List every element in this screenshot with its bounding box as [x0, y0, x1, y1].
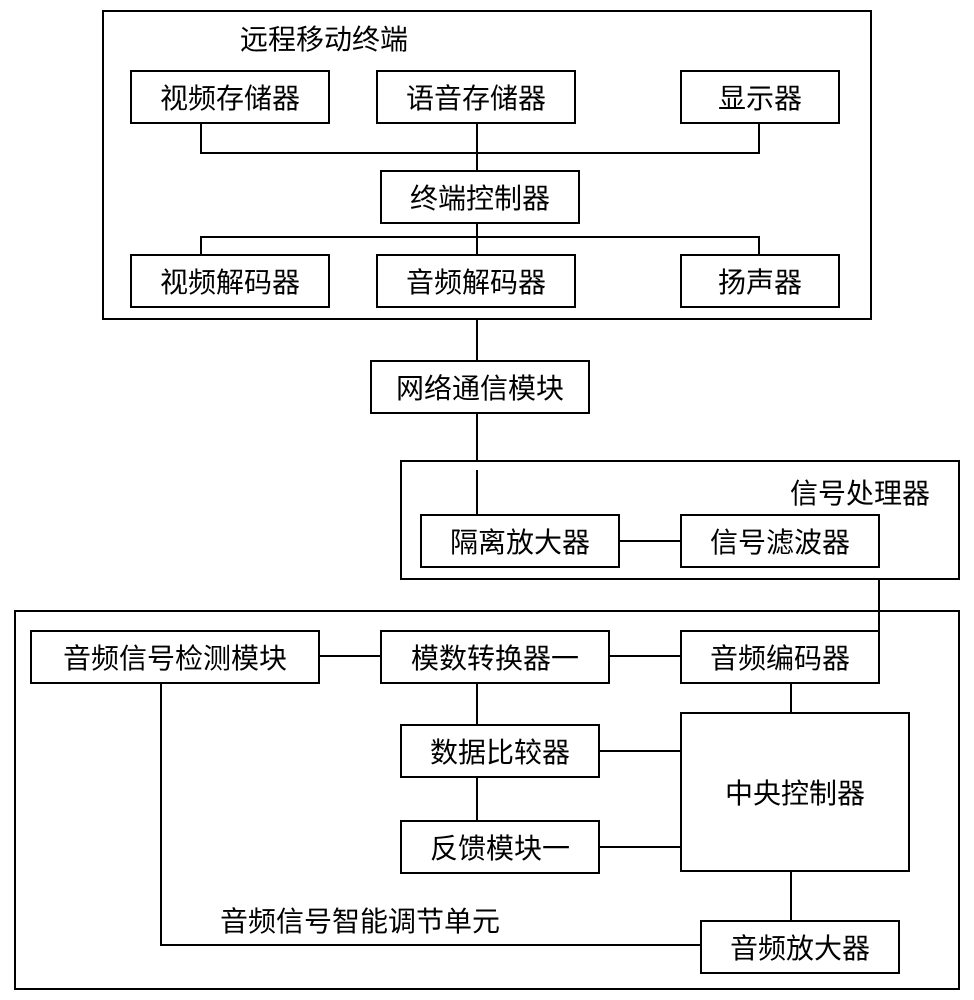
node-data_cmp: 数据比较器 [400, 724, 600, 778]
node-terminal_ctrl: 终端控制器 [380, 170, 580, 224]
node-label-adc1: 模数转换器一 [411, 637, 579, 677]
node-audio_decoder: 音频解码器 [376, 254, 576, 308]
node-sig_filter: 信号滤波器 [680, 514, 880, 568]
node-label-data_cmp: 数据比较器 [430, 731, 570, 771]
node-voice_storage: 语音存储器 [376, 70, 576, 124]
node-label-terminal_ctrl: 终端控制器 [410, 177, 550, 217]
node-label-iso_amp: 隔离放大器 [450, 521, 590, 561]
node-label-video_storage: 视频存储器 [160, 77, 300, 117]
node-label-sig_filter: 信号滤波器 [710, 521, 850, 561]
node-label-audio_detect: 音频信号检测模块 [63, 637, 287, 677]
node-audio_encoder: 音频编码器 [680, 630, 880, 684]
connector-line [476, 320, 478, 360]
node-video_decoder: 视频解码器 [130, 254, 330, 308]
diagram-canvas: 远程移动终端信号处理器音频信号智能调节单元 视频存储器 语音存储器 显示器终端控制器视… [0, 0, 974, 1000]
node-video_storage: 视频存储器 [130, 70, 330, 124]
node-audio_amp: 音频放大器 [700, 920, 900, 974]
node-speaker: 扬声器 [680, 254, 840, 308]
connector-line [476, 414, 478, 460]
node-label-display: 显示器 [718, 77, 802, 117]
node-label-feedback1: 反馈模块一 [430, 827, 570, 867]
node-label-audio_decoder: 音频解码器 [406, 261, 546, 301]
node-feedback1: 反馈模块一 [400, 820, 600, 874]
node-label-central_ctrl: 中央控制器 [725, 772, 865, 812]
node-iso_amp: 隔离放大器 [420, 514, 620, 568]
node-label-video_decoder: 视频解码器 [160, 261, 300, 301]
node-label-speaker: 扬声器 [718, 261, 802, 301]
connector-line [878, 580, 880, 610]
node-net_comm: 网络通信模块 [370, 360, 590, 414]
node-label-voice_storage: 语音存储器 [406, 77, 546, 117]
node-audio_detect: 音频信号检测模块 [30, 630, 320, 684]
node-display: 显示器 [680, 70, 840, 124]
container-label-audio_adjust_unit: 音频信号智能调节单元 [220, 900, 500, 940]
node-label-net_comm: 网络通信模块 [396, 367, 564, 407]
node-label-audio_amp: 音频放大器 [730, 927, 870, 967]
node-central_ctrl: 中央控制器 [680, 712, 910, 872]
node-label-audio_encoder: 音频编码器 [710, 637, 850, 677]
container-label-remote_terminal: 远程移动终端 [240, 18, 408, 58]
node-adc1: 模数转换器一 [380, 630, 610, 684]
container-label-signal_processor: 信号处理器 [790, 472, 930, 512]
